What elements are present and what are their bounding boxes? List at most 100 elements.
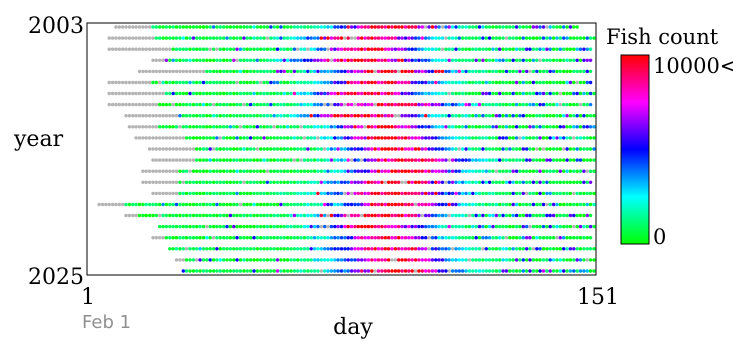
heatmap-dot — [366, 202, 371, 207]
heatmap-dot — [501, 36, 505, 40]
heatmap-dot — [164, 36, 169, 40]
heatmap-dot — [403, 224, 408, 229]
heatmap-dot — [373, 158, 377, 162]
heatmap-dot — [528, 247, 532, 251]
heatmap-dot — [245, 180, 249, 184]
heatmap-dot — [147, 169, 152, 173]
heatmap-dot — [572, 91, 576, 96]
heatmap-dot — [491, 25, 495, 29]
heatmap-dot — [336, 147, 340, 151]
heatmap-dot — [555, 25, 559, 29]
heatmap-dot — [471, 247, 475, 251]
heatmap-dot — [525, 169, 529, 173]
heatmap-dot — [299, 224, 303, 229]
heatmap-dot — [242, 125, 246, 129]
heatmap-dot — [508, 147, 512, 151]
heatmap-dot — [215, 158, 219, 162]
heatmap-dot — [484, 180, 488, 184]
heatmap-dot — [494, 269, 499, 273]
heatmap-dot — [538, 269, 542, 273]
heatmap-dot — [181, 125, 185, 129]
heatmap-dot — [323, 36, 327, 40]
heatmap-dot — [397, 47, 401, 51]
heatmap-dot — [592, 269, 596, 273]
heatmap-dot — [430, 202, 435, 207]
heatmap-dot — [272, 69, 276, 74]
heatmap-dot — [275, 180, 280, 184]
heatmap-dot — [373, 114, 377, 118]
heatmap-dot — [410, 202, 414, 207]
heatmap-dot — [407, 125, 411, 129]
heatmap-dot — [454, 180, 458, 184]
heatmap-dot — [551, 247, 556, 251]
heatmap-dot — [259, 236, 263, 240]
heatmap-dot — [383, 169, 387, 173]
heatmap-dot — [464, 36, 468, 40]
heatmap-dot — [386, 80, 391, 85]
heatmap-dot — [582, 102, 586, 107]
heatmap-dot — [518, 247, 522, 251]
heatmap-dot — [326, 36, 330, 40]
heatmap-dot — [232, 80, 236, 85]
heatmap-dot — [306, 247, 310, 251]
heatmap-dot — [487, 224, 492, 229]
heatmap-dot — [353, 269, 357, 273]
heatmap-dot — [518, 58, 522, 62]
heatmap-dot — [461, 102, 465, 107]
heatmap-dot — [461, 80, 465, 85]
heatmap-dot — [279, 80, 283, 85]
heatmap-dot — [403, 69, 408, 74]
heatmap-dot — [471, 236, 475, 240]
heatmap-dot — [184, 147, 189, 151]
heatmap-dot — [296, 102, 300, 107]
heatmap-dot — [481, 213, 485, 218]
heatmap-dot — [417, 25, 421, 29]
heatmap-dot — [434, 36, 438, 40]
heatmap-dot — [141, 202, 145, 207]
heatmap-dot — [565, 69, 569, 74]
heatmap-dot — [171, 136, 175, 140]
heatmap-dot — [397, 247, 401, 251]
heatmap-dot — [535, 236, 539, 240]
heatmap-dot — [349, 147, 354, 151]
heatmap-dot — [444, 91, 448, 96]
heatmap-dot — [363, 169, 367, 173]
heatmap-dot — [454, 213, 458, 218]
heatmap-dot — [413, 114, 418, 118]
heatmap-dot — [535, 247, 539, 251]
heatmap-dot — [582, 236, 586, 240]
heatmap-dot — [184, 247, 189, 251]
x-tick-note: Feb 1 — [82, 312, 131, 333]
heatmap-dot — [302, 80, 307, 85]
heatmap-dot — [292, 125, 297, 129]
heatmap-dot — [195, 69, 199, 74]
heatmap-dot — [535, 25, 539, 29]
heatmap-dot — [501, 269, 505, 273]
heatmap-dot — [400, 36, 404, 40]
heatmap-dot — [417, 236, 421, 240]
heatmap-dot — [376, 69, 381, 74]
heatmap-dot — [198, 224, 202, 229]
heatmap-dot — [232, 191, 236, 196]
heatmap-dot — [323, 202, 327, 207]
heatmap-dot — [380, 36, 384, 40]
heatmap-dot — [121, 202, 125, 207]
heatmap-dot — [481, 191, 485, 196]
heatmap-dot — [282, 224, 286, 229]
heatmap-dot — [181, 114, 185, 118]
heatmap-dot — [218, 224, 222, 229]
heatmap-dot — [434, 58, 438, 62]
heatmap-dot — [218, 58, 222, 62]
heatmap-dot — [477, 25, 482, 29]
heatmap-dot — [450, 47, 455, 51]
heatmap-dot — [282, 236, 286, 240]
heatmap-dot — [457, 102, 461, 107]
heatmap-dot — [393, 180, 398, 184]
heatmap-dot — [329, 58, 334, 62]
heatmap-dot — [151, 25, 155, 29]
heatmap-dot — [262, 91, 266, 96]
heatmap-dot — [235, 213, 239, 218]
heatmap-dot — [467, 158, 472, 162]
heatmap-dot — [390, 213, 394, 218]
heatmap-dot — [363, 69, 367, 74]
